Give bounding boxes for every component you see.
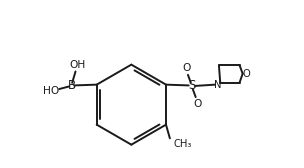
Text: O: O <box>182 63 190 73</box>
Text: O: O <box>193 99 202 109</box>
Text: N: N <box>214 80 221 90</box>
Text: B: B <box>68 79 76 92</box>
Text: CH₃: CH₃ <box>173 138 192 149</box>
Text: S: S <box>188 79 195 92</box>
Text: HO: HO <box>43 86 60 96</box>
Text: O: O <box>242 69 250 79</box>
Text: OH: OH <box>69 60 85 70</box>
